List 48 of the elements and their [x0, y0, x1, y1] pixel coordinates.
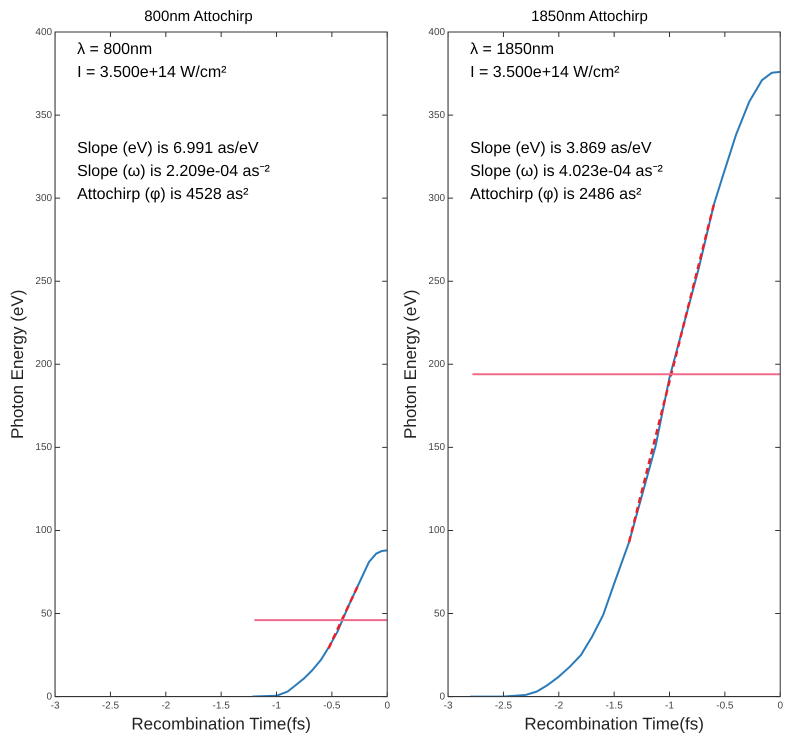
x-tick-label: -0.5: [716, 700, 734, 712]
y-tick-label: 250: [428, 276, 446, 287]
x-tick-label: -2.5: [102, 700, 120, 712]
y-tick-label: 200: [35, 359, 53, 370]
y-tick-label: 300: [428, 192, 446, 204]
x-axis-title: Recombination Time(fs): [131, 714, 311, 734]
x-axis-title: Recombination Time(fs): [524, 714, 704, 734]
annotation: λ = 1850nm: [470, 41, 554, 58]
x-tick-label: -3: [50, 700, 60, 712]
x-tick-label: -2: [161, 700, 171, 712]
y-axis-title: Photon Energy (eV): [400, 290, 420, 439]
x-tick-label: -3: [444, 700, 453, 712]
x-tick-label: -1.5: [212, 700, 230, 712]
y-tick-label: 200: [428, 359, 446, 370]
annotation: Slope (ω) is 2.209e-04 as⁻²: [77, 162, 270, 180]
x-tick-label: 0: [777, 700, 784, 712]
y-tick-label: 350: [428, 110, 446, 121]
annotation: Slope (eV) is 3.869 as/eV: [470, 140, 652, 157]
annotation: λ = 800nm: [77, 41, 152, 58]
y-tick-label: 100: [428, 525, 446, 536]
y-tick-label: 400: [35, 26, 53, 38]
y-tick-label: 150: [35, 442, 53, 454]
y-tick-label: 0: [440, 691, 446, 702]
y-tick-label: 300: [35, 192, 53, 204]
y-tick-label: 250: [35, 276, 53, 287]
y-tick-label: 50: [434, 608, 446, 620]
annotation: Slope (eV) is 6.991 as/eV: [77, 140, 259, 157]
annotation: Slope (ω) is 4.023e-04 as⁻²: [470, 162, 664, 180]
y-tick-label: 100: [35, 525, 53, 536]
y-tick-label: 0: [46, 691, 53, 702]
x-tick-label: -2: [554, 700, 564, 712]
y-axis-title: Photon Energy (eV): [8, 290, 27, 439]
x-tick-label: 0: [384, 700, 390, 712]
annotation: I = 3.500e+14 W/cm²: [77, 64, 228, 81]
y-tick-label: 400: [428, 26, 446, 38]
annotation: Attochirp (φ) is 2486 as²: [470, 186, 642, 203]
chart-title: 1850nm Attochirp: [531, 8, 648, 26]
x-tick-label: -1.5: [606, 700, 624, 712]
chart-title: 800nm Attochirp: [144, 8, 253, 26]
y-tick-label: 350: [35, 110, 53, 121]
x-tick-label: -2.5: [494, 700, 512, 712]
y-tick-label: 150: [428, 442, 446, 454]
annotation: I = 3.500e+14 W/cm²: [470, 64, 620, 81]
x-tick-label: -0.5: [323, 700, 341, 712]
y-tick-label: 50: [40, 608, 53, 620]
x-tick-label: -1: [665, 700, 674, 712]
annotation: Attochirp (φ) is 4528 as²: [77, 186, 250, 203]
x-tick-label: -1: [272, 700, 282, 712]
